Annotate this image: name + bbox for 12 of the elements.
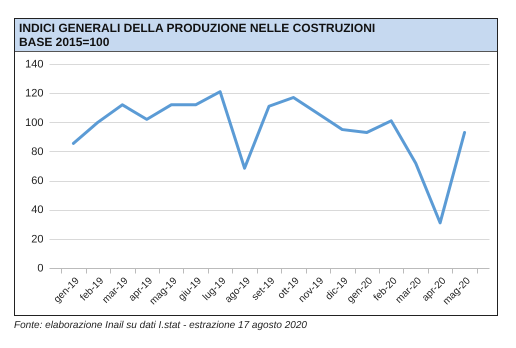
chart-subtitle: BASE 2015=100	[19, 35, 110, 49]
source-note: Fonte: elaborazione Inail su dati I.stat - estrazione 17 agosto 2020	[14, 320, 307, 331]
line-series	[72, 90, 466, 224]
y-tick-label: 120	[25, 88, 44, 100]
y-tick-label: 140	[25, 58, 44, 70]
y-tick-label: 0	[37, 262, 44, 274]
y-tick-label: 20	[31, 233, 44, 246]
chart-title: INDICI GENERALI DELLA PRODUZIONE NELLE COSTRUZIONI	[19, 21, 376, 35]
y-tick-label: 60	[31, 175, 44, 188]
y-tick-label: 40	[31, 204, 44, 216]
y-tick-label: 80	[31, 146, 44, 158]
y-tick-label: 100	[25, 116, 44, 129]
